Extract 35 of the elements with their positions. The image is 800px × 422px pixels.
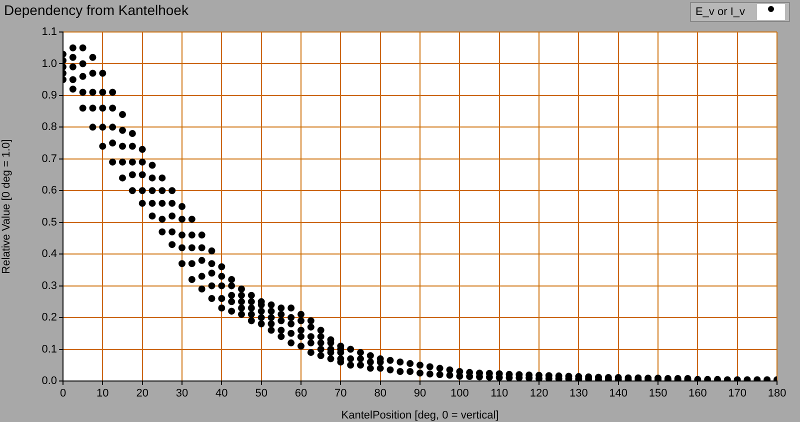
chart-title: Dependency from Kantelhoek: [4, 2, 188, 18]
y-tick-label: 1.1: [42, 26, 57, 38]
y-tick-label: 0.7: [42, 152, 57, 165]
x-tick-label: 120: [530, 388, 548, 400]
x-tick-label: 10: [96, 388, 109, 400]
x-tick-label: 160: [688, 388, 707, 400]
x-tick-label: 40: [216, 388, 228, 400]
legend-label: E_v or I_v: [695, 6, 745, 18]
x-tick-label: 60: [294, 388, 308, 400]
y-tick-label: 0.4: [42, 248, 57, 260]
x-tick-label: 140: [609, 388, 628, 400]
x-tick-label: 70: [334, 388, 347, 400]
x-tick-label: 180: [768, 388, 786, 400]
y-tick-label: 0.2: [42, 312, 57, 324]
y-tick-label: 0.9: [42, 89, 57, 102]
x-axis-title: KantelPosition [deg, 0 = vertical]: [341, 409, 499, 422]
x-tick-label: 80: [374, 388, 386, 400]
y-tick-label: 0.0: [42, 375, 57, 388]
x-tick-label: 170: [728, 388, 747, 400]
x-tick-label: 20: [136, 388, 148, 400]
y-tick-label: 0.1: [42, 343, 57, 356]
y-tick-label: 0.8: [42, 121, 57, 134]
x-tick-label: 110: [490, 388, 508, 400]
y-axis-title: Relative Value [0 deg = 1.0]: [0, 139, 13, 274]
x-tick-label: 90: [414, 388, 426, 400]
x-tick-label: 0: [60, 388, 66, 400]
y-tick-label: 0.5: [42, 216, 57, 228]
x-tick-label: 130: [569, 388, 588, 400]
y-tick-label: 1.0: [42, 58, 57, 70]
y-tick-label: 0.6: [42, 184, 57, 197]
x-tick-label: 50: [255, 388, 268, 400]
y-tick-label: 0.3: [42, 280, 57, 292]
x-tick-label: 100: [450, 388, 469, 400]
x-tick-label: 30: [176, 388, 188, 400]
x-tick-label: 150: [648, 388, 668, 400]
